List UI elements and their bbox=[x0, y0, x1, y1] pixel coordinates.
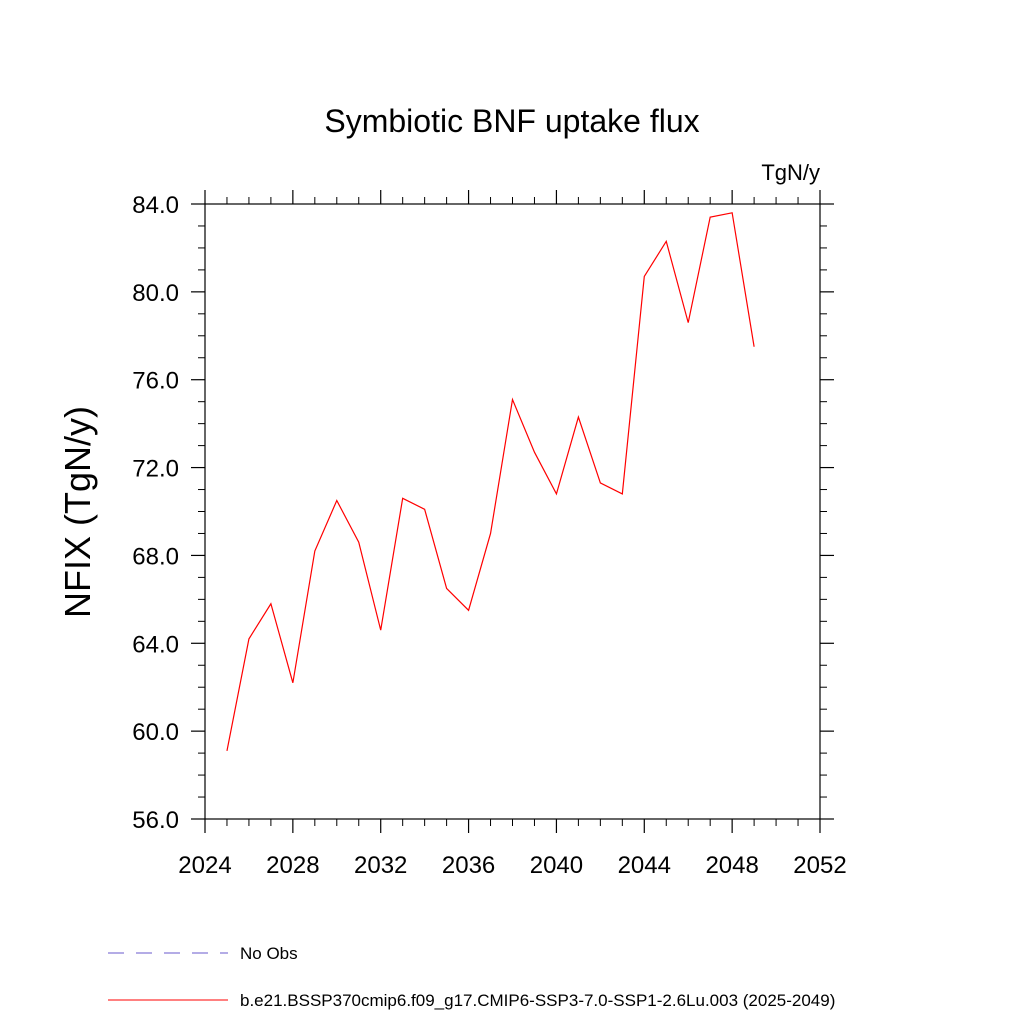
y-tick-label: 80.0 bbox=[132, 280, 179, 307]
x-tick-label: 2052 bbox=[793, 852, 846, 879]
units-label: TgN/y bbox=[761, 160, 820, 185]
y-tick-label: 60.0 bbox=[132, 719, 179, 746]
y-tick-label: 76.0 bbox=[132, 368, 179, 395]
tick-labels: 2024 2028 2032 2036 2040 2044 2048 2052 56.0 60.0… bbox=[132, 192, 846, 879]
legend: No Obs b.e21.BSSP370cmip6.f09_g17.CMIP6-S… bbox=[108, 944, 835, 1010]
y-axis-label: NFIX (TgN/y) bbox=[57, 406, 98, 618]
y-tick-label: 84.0 bbox=[132, 192, 179, 219]
x-tick-label: 2036 bbox=[442, 852, 495, 879]
plot-frame bbox=[204, 203, 821, 820]
x-tick-label: 2048 bbox=[705, 852, 758, 879]
x-tick-label: 2028 bbox=[266, 852, 319, 879]
axis-ticks bbox=[191, 190, 834, 833]
y-tick-label: 56.0 bbox=[132, 807, 179, 834]
chart-title: Symbiotic BNF uptake flux bbox=[324, 103, 699, 139]
series-group bbox=[226, 212, 755, 752]
x-tick-label: 2044 bbox=[618, 852, 671, 879]
legend-label: b.e21.BSSP370cmip6.f09_g17.CMIP6-SSP3-7.… bbox=[240, 991, 835, 1010]
y-tick-label: 64.0 bbox=[132, 631, 179, 658]
x-tick-label: 2024 bbox=[178, 852, 231, 879]
x-tick-label: 2032 bbox=[354, 852, 407, 879]
x-tick-label: 2040 bbox=[530, 852, 583, 879]
series-line-1 bbox=[226, 212, 755, 752]
legend-label: No Obs bbox=[240, 944, 298, 963]
y-tick-label: 68.0 bbox=[132, 543, 179, 570]
y-tick-label: 72.0 bbox=[132, 456, 179, 483]
